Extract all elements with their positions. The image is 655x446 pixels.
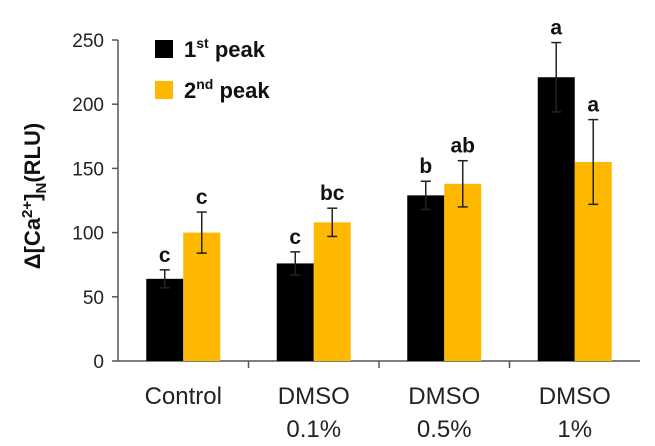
x-category-label: DMSO — [539, 383, 611, 410]
bars — [146, 77, 612, 362]
y-axis-label: Δ[Ca2+]N(RLU) — [19, 123, 50, 269]
bar-series1 — [276, 263, 314, 361]
significance-letter: b — [419, 155, 432, 178]
significance-letter: c — [289, 226, 301, 249]
error-bars — [159, 41, 599, 289]
legend-label-1st-peak: 1st peak — [184, 35, 266, 62]
y-axis-label-sub: N — [33, 183, 50, 194]
legend-label-2nd-peak: 2nd peak — [184, 76, 270, 103]
y-tick-label: 50 — [83, 288, 104, 309]
significance-letter: c — [159, 244, 171, 267]
x-category-label-line2: 0.5% — [417, 416, 472, 443]
legend: 1st peak 2nd peak — [155, 35, 270, 103]
y-axis-label-sup: 2+ — [19, 201, 36, 218]
x-category-label-line2: 1% — [557, 416, 592, 443]
y-tick-label: 250 — [72, 31, 104, 52]
y-axis-label-base: Δ[Ca — [20, 217, 45, 269]
y-axis-label-mid: ] — [20, 194, 45, 201]
y-ticks: 0 50 100 150 200 250 — [72, 31, 118, 373]
y-tick-label: 200 — [72, 95, 104, 116]
significance-letter: ab — [450, 135, 475, 158]
legend-swatch-1st-peak — [155, 40, 173, 58]
significance-letter: bc — [320, 182, 345, 205]
bar-series2 — [444, 183, 482, 361]
bar-series1 — [146, 278, 184, 361]
x-category-label: DMSO — [408, 383, 480, 410]
x-category-label: DMSO — [278, 383, 350, 410]
significance-letter: c — [196, 186, 208, 209]
y-tick-label: 100 — [72, 224, 104, 245]
bar-series2 — [313, 222, 351, 361]
bar-series1 — [537, 77, 575, 362]
y-axis-label-tail: (RLU) — [20, 123, 45, 183]
x-category-labels: Control DMSO 0.1% DMSO 0.5% DMSO 1% — [145, 383, 611, 443]
y-tick-label: 0 — [93, 352, 104, 373]
significance-letter: a — [550, 17, 562, 40]
y-tick-label: 150 — [72, 159, 104, 180]
x-category-label-line2: 0.1% — [286, 416, 341, 443]
bar-series2 — [183, 232, 221, 361]
legend-swatch-2nd-peak — [155, 81, 173, 99]
bar-series1 — [407, 195, 445, 361]
x-category-label: Control — [145, 383, 222, 410]
significance-letter: a — [587, 94, 599, 117]
